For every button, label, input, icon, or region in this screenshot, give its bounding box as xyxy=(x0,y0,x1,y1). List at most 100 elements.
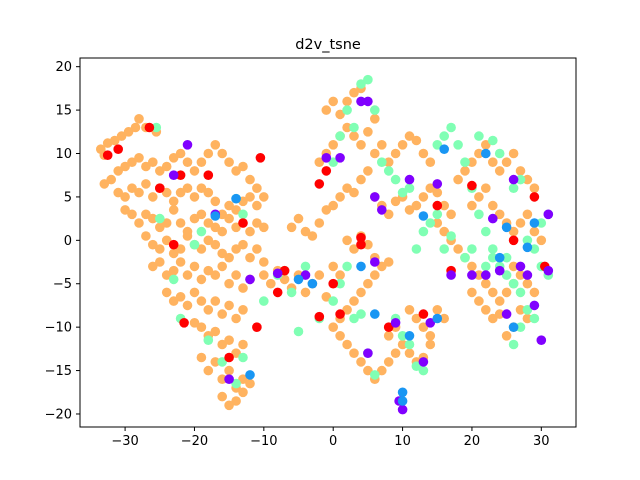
scatter-point-orange xyxy=(467,200,477,211)
scatter-point-orange xyxy=(224,365,234,376)
scatter-point-purple xyxy=(397,404,408,415)
scatter-point-orange xyxy=(217,261,227,272)
scatter-point-orange xyxy=(210,140,221,150)
scatter-point-green xyxy=(363,74,373,85)
scatter-point-red xyxy=(203,170,214,180)
scatter-point-orange xyxy=(293,213,304,224)
scatter-point-orange xyxy=(238,161,248,172)
scatter-point-orange xyxy=(210,270,221,280)
scatter-point-orange xyxy=(203,305,214,315)
scatter-point-orange xyxy=(390,196,401,207)
scatter-point-purple xyxy=(363,96,373,107)
scatter-point-orange xyxy=(342,339,352,350)
scatter-point-orange xyxy=(210,326,221,337)
y-tick-label: −15 xyxy=(45,364,72,379)
scatter-point-orange xyxy=(168,248,179,259)
scatter-point-orange xyxy=(266,278,276,289)
scatter-point-orange xyxy=(377,140,387,150)
scatter-point-green xyxy=(488,244,498,254)
scatter-point-red xyxy=(102,150,113,160)
scatter-point-orange xyxy=(432,218,443,228)
scatter-point-red xyxy=(238,218,248,228)
scatter-point-orange xyxy=(425,331,436,341)
scatter-point-blue xyxy=(418,211,429,221)
scatter-point-orange xyxy=(175,257,186,267)
scatter-point-orange xyxy=(238,374,248,385)
scatter-point-red xyxy=(432,200,443,211)
scatter-point-blue xyxy=(245,370,255,380)
scatter-point-orange xyxy=(432,305,443,315)
scatter-point-orange xyxy=(259,257,269,267)
scatter-point-orange xyxy=(397,140,408,150)
scatter-point-orange xyxy=(522,278,533,289)
y-tick-label: 20 xyxy=(55,60,72,75)
scatter-point-green xyxy=(439,131,450,141)
scatter-point-green xyxy=(508,183,519,193)
scatter-point-green xyxy=(446,122,456,133)
scatter-point-orange xyxy=(231,348,241,359)
scatter-point-orange xyxy=(453,244,463,254)
scatter-point-red xyxy=(508,235,519,246)
scatter-point-red xyxy=(314,179,325,189)
scatter-point-orange xyxy=(134,218,144,228)
x-axis: −30 −20 −10 0 10 20 30 xyxy=(111,427,550,449)
scatter-point-orange xyxy=(328,322,339,333)
scatter-point-orange xyxy=(397,339,408,350)
scatter-point-orange xyxy=(321,205,332,215)
scatter-point-orange xyxy=(439,200,450,211)
scatter-point-orange xyxy=(300,226,311,237)
scatter-point-orange xyxy=(494,166,505,176)
scatter-point-purple xyxy=(529,300,540,311)
scatter-point-purple xyxy=(501,309,512,319)
scatter-point-orange xyxy=(161,218,172,228)
scatter-point-orange xyxy=(501,157,512,167)
scatter-point-red xyxy=(252,322,262,333)
scatter-point-orange xyxy=(252,218,262,228)
scatter-point-orange xyxy=(446,209,456,220)
scatter-point-orange xyxy=(307,231,318,241)
scatter-point-green xyxy=(328,296,339,306)
scatter-point-green xyxy=(335,278,345,289)
scatter-point-orange xyxy=(203,187,214,198)
scatter-point-orange xyxy=(196,157,207,167)
scatter-point-orange xyxy=(189,287,200,298)
scatter-point-blue xyxy=(397,396,408,406)
scatter-point-orange xyxy=(363,127,373,137)
scatter-point-orange xyxy=(349,244,359,254)
scatter-point-blue xyxy=(370,309,380,319)
scatter-point-purple xyxy=(321,153,332,163)
scatter-point-orange xyxy=(536,235,547,246)
scatter-point-orange xyxy=(224,157,234,167)
scatter-point-orange xyxy=(175,148,186,159)
scatter-point-orange xyxy=(217,148,227,159)
x-tick-label: 10 xyxy=(394,434,411,449)
scatter-point-orange xyxy=(356,287,366,298)
scatter-point-orange xyxy=(161,235,172,246)
scatter-point-orange xyxy=(515,305,526,315)
scatter-point-orange xyxy=(383,257,394,267)
scatter-point-orange xyxy=(335,109,345,120)
scatter-point-green xyxy=(300,261,311,272)
scatter-point-orange xyxy=(210,239,221,250)
scatter-point-green xyxy=(481,261,491,272)
scatter-point-green xyxy=(217,357,227,367)
scatter-point-green xyxy=(203,335,214,346)
scatter-point-orange xyxy=(116,131,127,141)
scatter-point-green xyxy=(342,105,352,115)
scatter-point-green xyxy=(383,166,394,176)
scatter-point-purple xyxy=(467,270,477,280)
scatter-point-orange xyxy=(189,192,200,202)
scatter-point-orange xyxy=(196,322,207,333)
scatter-point-orange xyxy=(488,313,498,324)
scatter-point-orange xyxy=(349,187,359,198)
scatter-point-orange xyxy=(245,192,255,202)
scatter-point-orange xyxy=(189,318,200,328)
scatter-point-orange xyxy=(467,261,477,272)
scatter-point-orange xyxy=(203,365,214,376)
scatter-point-orange xyxy=(515,270,526,280)
scatter-point-orange xyxy=(231,244,241,254)
scatter-point-orange xyxy=(342,305,352,315)
scatter-point-orange xyxy=(342,96,352,107)
scatter-point-green xyxy=(293,326,304,337)
scatter-point-red xyxy=(321,166,332,176)
